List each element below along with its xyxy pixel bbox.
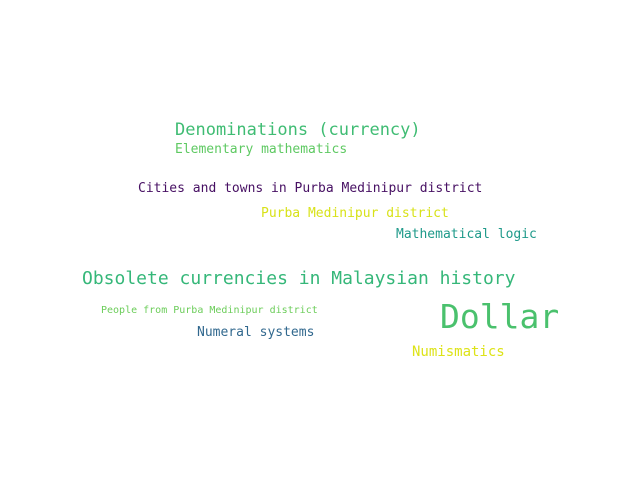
word-people-from-purba-medinipur: People from Purba Medinipur district xyxy=(101,305,318,316)
word-mathematical-logic: Mathematical logic xyxy=(396,227,537,242)
word-numeral-systems: Numeral systems xyxy=(197,325,315,340)
word-dollar: Dollar xyxy=(440,297,560,336)
word-elementary-mathematics: Elementary mathematics xyxy=(175,142,348,157)
word-denominations-currency: Denominations (currency) xyxy=(175,120,421,140)
word-numismatics: Numismatics xyxy=(412,344,505,360)
word-purba-medinipur-district: Purba Medinipur district xyxy=(261,206,449,221)
word-cities-and-towns: Cities and towns in Purba Medinipur dist… xyxy=(138,181,483,196)
word-obsolete-currencies: Obsolete currencies in Malaysian history xyxy=(82,268,516,289)
